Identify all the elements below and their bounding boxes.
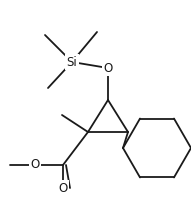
Text: Si: Si <box>67 55 77 69</box>
Text: O: O <box>30 158 40 172</box>
Text: O: O <box>103 62 113 75</box>
Text: O: O <box>58 181 68 194</box>
